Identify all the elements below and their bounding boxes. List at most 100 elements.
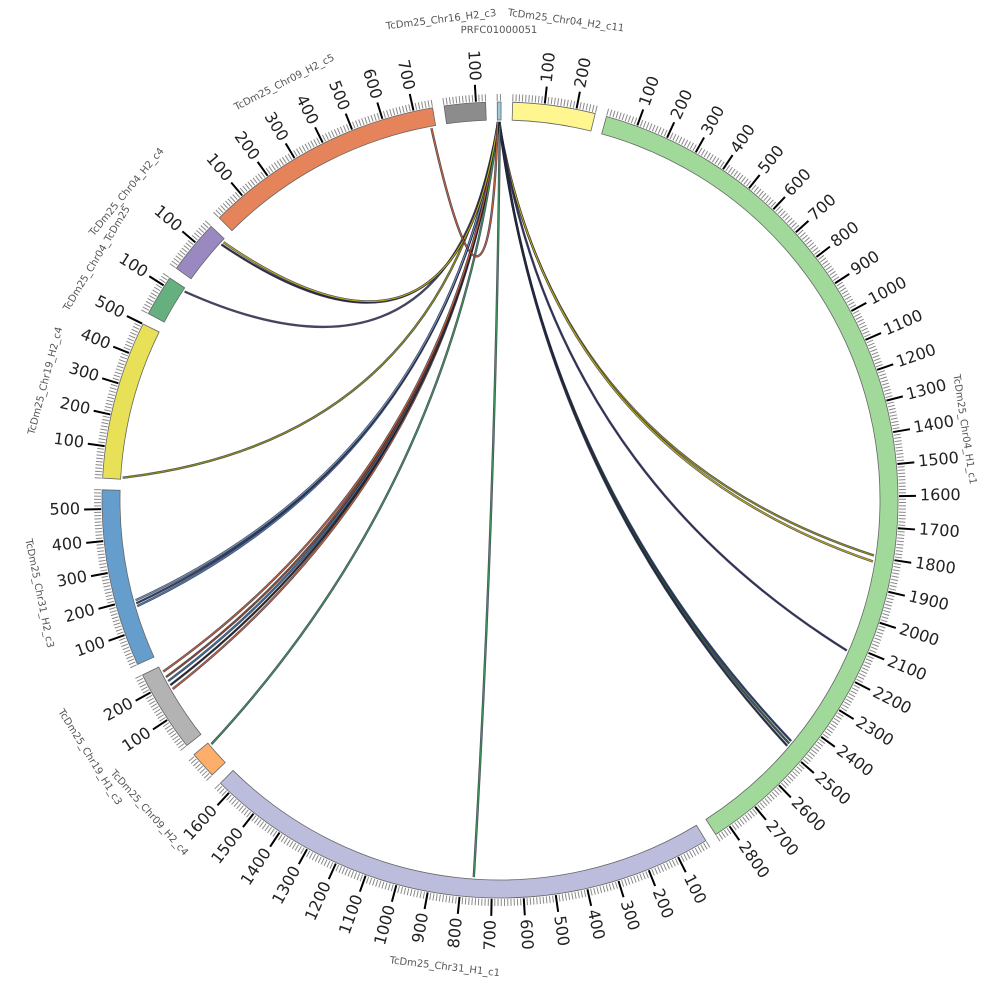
link[interactable] — [210, 121, 499, 745]
minor-tick — [746, 180, 752, 187]
minor-tick — [895, 449, 904, 452]
ideogram-prfc01000051[interactable] — [496, 101, 502, 121]
minor-tick — [895, 550, 903, 553]
minor-tick — [639, 873, 643, 881]
minor-tick — [323, 859, 328, 867]
ideogram-tcdm25-chr19-h1-c3[interactable] — [141, 666, 202, 747]
minor-tick — [648, 123, 653, 131]
minor-tick — [214, 783, 221, 790]
tick-label: 100 — [635, 73, 663, 108]
minor-tick — [96, 543, 104, 546]
link[interactable] — [498, 121, 792, 742]
link[interactable] — [498, 121, 790, 744]
minor-tick — [150, 703, 158, 708]
minor-tick — [808, 242, 815, 248]
link[interactable] — [430, 121, 499, 257]
minor-tick — [849, 304, 857, 309]
minor-tick — [831, 720, 839, 726]
link[interactable] — [162, 121, 500, 673]
link[interactable] — [135, 121, 500, 601]
minor-tick — [386, 110, 389, 118]
ideogram-tcdm25-chr04-tcdm25[interactable] — [147, 277, 186, 323]
minor-tick — [633, 117, 638, 125]
minor-tick — [715, 835, 721, 842]
minor-tick — [550, 97, 553, 105]
minor-tick — [545, 896, 548, 904]
minor-tick — [674, 858, 679, 865]
link[interactable] — [498, 121, 788, 747]
link[interactable] — [498, 121, 874, 563]
minor-tick — [806, 239, 813, 245]
tick-label: 200 — [100, 693, 136, 724]
minor-tick — [583, 889, 587, 897]
minor-tick — [145, 694, 153, 700]
minor-tick — [142, 306, 150, 311]
ideogram-tcdm25-chr09-h2-c4[interactable] — [193, 742, 226, 776]
minor-tick — [152, 706, 159, 711]
link[interactable] — [223, 121, 499, 303]
ideogram-tcdm25-chr04-h2-c11[interactable] — [511, 101, 596, 132]
minor-tick — [864, 661, 872, 666]
minor-tick — [187, 239, 194, 246]
minor-tick — [261, 823, 267, 830]
minor-tick — [191, 234, 198, 241]
minor-tick — [580, 890, 584, 898]
tick-label: 1600 — [920, 485, 961, 504]
major-tick — [748, 174, 761, 189]
minor-tick — [416, 890, 419, 898]
minor-tick — [678, 136, 683, 144]
minor-tick — [605, 884, 609, 892]
major-tick — [216, 792, 230, 806]
minor-tick — [148, 295, 156, 300]
major-tick — [86, 540, 104, 544]
tick-label: 1100 — [335, 892, 367, 937]
major-tick — [181, 230, 196, 244]
minor-tick — [314, 855, 319, 862]
link[interactable] — [473, 121, 501, 878]
ideogram-tcdm25-chr04-h2-c4[interactable] — [175, 225, 225, 280]
tick-label: 1500 — [917, 448, 959, 471]
tick-label: 800 — [827, 217, 863, 251]
tick-label: 2500 — [811, 768, 854, 809]
ideogram-tcdm25-chr04-h1-c1[interactable] — [601, 116, 899, 836]
minor-tick — [890, 417, 898, 420]
minor-tick — [891, 575, 899, 578]
minor-tick — [382, 110, 386, 118]
minor-tick — [585, 103, 589, 111]
minor-tick — [105, 402, 113, 406]
minor-tick — [654, 867, 658, 875]
minor-tick — [891, 423, 899, 427]
ideogram-tcdm25-chr31-h2-c3[interactable] — [101, 489, 155, 665]
minor-tick — [645, 871, 649, 879]
minor-tick — [264, 824, 270, 832]
link[interactable] — [165, 121, 500, 678]
major-tick — [87, 442, 105, 448]
minor-tick — [413, 889, 416, 897]
ideogram-tcdm25-chr09-h2-c5[interactable] — [218, 107, 437, 232]
tick-label: 200 — [570, 56, 595, 90]
minor-tick — [344, 868, 349, 876]
minor-tick — [461, 897, 464, 905]
link[interactable] — [167, 121, 500, 682]
ideogram-tcdm25-chr19-h2-c4[interactable] — [102, 323, 160, 480]
minor-tick — [111, 616, 119, 620]
minor-tick — [577, 891, 580, 899]
minor-tick — [104, 588, 112, 591]
link[interactable] — [497, 121, 875, 557]
minor-tick — [721, 831, 726, 838]
minor-tick — [612, 110, 616, 118]
tick-label: 1100 — [880, 305, 925, 339]
minor-tick — [291, 842, 297, 850]
link[interactable] — [498, 121, 848, 652]
ideogram-tcdm25-chr16-h2-c3[interactable] — [443, 101, 487, 125]
major-tick — [101, 377, 119, 385]
minor-tick — [136, 677, 144, 682]
minor-tick — [890, 414, 898, 417]
ideogram-tcdm25-chr31-h1-c1[interactable] — [219, 769, 707, 899]
tick-label: 600 — [780, 165, 815, 200]
minor-tick — [361, 118, 365, 126]
minor-tick — [874, 637, 882, 641]
minor-tick — [395, 107, 399, 115]
minor-tick — [162, 722, 170, 728]
minor-tick — [875, 634, 883, 638]
